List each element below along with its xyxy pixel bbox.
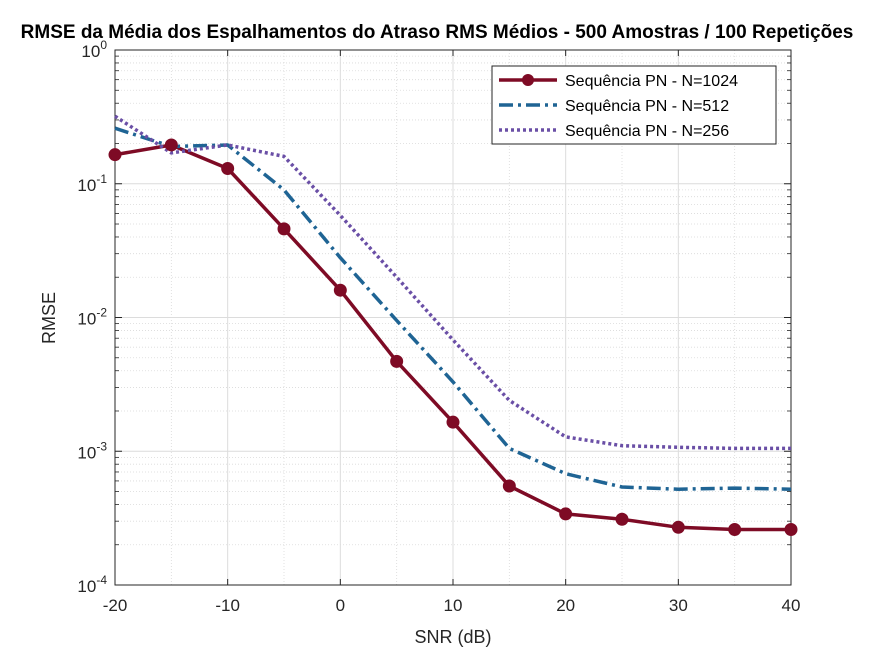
chart-title: RMSE da Média dos Espalhamentos do Atras… — [21, 22, 854, 43]
legend-entry-label: Sequência PN - N=1024 — [565, 73, 738, 90]
x-tick-label: 0 — [336, 596, 345, 615]
data-point — [502, 479, 516, 493]
data-point — [390, 354, 404, 368]
x-tick-label: 30 — [669, 596, 688, 615]
legend-entry-label: Sequência PN - N=512 — [565, 98, 729, 115]
data-point — [277, 222, 291, 236]
data-point — [784, 522, 798, 536]
data-point — [333, 283, 347, 297]
legend-entry-label: Sequência PN - N=256 — [565, 123, 729, 140]
data-point — [559, 507, 573, 521]
data-point — [728, 522, 742, 536]
data-point — [164, 138, 178, 152]
data-point — [615, 512, 629, 526]
data-point — [221, 162, 235, 176]
series-layer — [108, 114, 798, 536]
y-tick-label: 10-1 — [77, 172, 107, 195]
y-tick-label: 10-4 — [77, 573, 107, 596]
y-tick-label: 100 — [81, 38, 107, 61]
x-tick-label: -20 — [103, 596, 128, 615]
y-tick-label: 10-3 — [77, 439, 107, 462]
data-point — [446, 415, 460, 429]
x-tick-label: -10 — [215, 596, 240, 615]
axis-ticks — [114, 49, 792, 586]
y-tick-labels: 10-4 10-3 10-2 10-1 100 — [77, 38, 107, 596]
legend-marker — [522, 74, 534, 86]
legend: Sequência PN - N=1024 Sequência PN - N=51… — [491, 65, 777, 145]
y-tick-label: 10-2 — [77, 306, 107, 329]
series-line-2 — [114, 126, 792, 491]
x-tick-label: 20 — [556, 596, 575, 615]
x-tick-label: 10 — [444, 596, 463, 615]
x-tick-labels: -20 -10 0 10 20 30 40 — [103, 596, 801, 615]
data-point — [108, 148, 122, 162]
data-point — [671, 520, 685, 534]
x-axis-label: SNR (dB) — [414, 627, 491, 647]
x-tick-label: 40 — [782, 596, 801, 615]
y-axis-label: RMSE — [39, 292, 59, 344]
